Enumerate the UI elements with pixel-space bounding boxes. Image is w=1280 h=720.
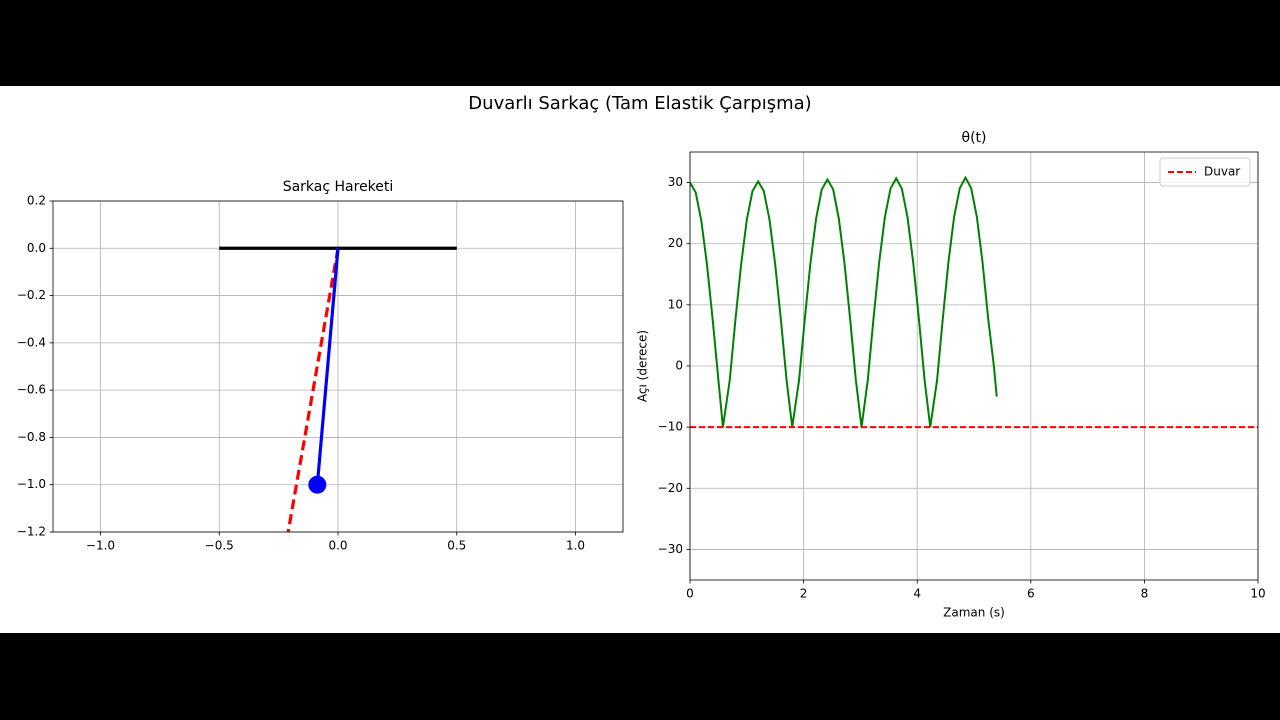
y-tick-label: 0.2 xyxy=(27,194,46,208)
x-tick-label: 4 xyxy=(913,587,921,601)
axes-frame xyxy=(52,200,624,533)
x-tick-label: −0.5 xyxy=(205,539,234,553)
y-tick-label: −30 xyxy=(658,542,683,556)
line xyxy=(286,248,340,532)
line xyxy=(690,175,998,428)
x-tick-label: 0 xyxy=(686,587,694,601)
y-axis-label: Açı (derece) xyxy=(636,330,650,402)
x-tick-label: 6 xyxy=(1027,587,1035,601)
x-axis-label: Zaman (s) xyxy=(943,606,1005,620)
legend-box xyxy=(1159,157,1251,187)
figure-title: Duvarlı Sarkaç (Tam Elastik Çarpışma) xyxy=(468,93,811,114)
marker xyxy=(308,475,327,494)
x-tick-label: 10 xyxy=(1250,587,1265,601)
y-tick-label: 0.0 xyxy=(27,241,46,255)
y-tick-label: 30 xyxy=(668,175,683,189)
y-tick-label: 20 xyxy=(668,236,683,250)
y-tick-label: −0.4 xyxy=(17,335,46,349)
y-tick-label: −1.0 xyxy=(17,477,46,491)
x-tick-label: 0.5 xyxy=(447,539,466,553)
y-tick-label: −1.2 xyxy=(17,525,46,539)
y-tick-label: 10 xyxy=(668,297,683,311)
x-tick-label: 0.0 xyxy=(328,539,347,553)
figure-background xyxy=(0,86,1280,633)
plot-area xyxy=(690,175,1258,429)
x-tick-label: −1.0 xyxy=(86,539,115,553)
y-tick-label: −0.6 xyxy=(17,383,46,397)
y-tick-label: −0.2 xyxy=(17,288,46,302)
x-tick-label: 1.0 xyxy=(566,539,585,553)
axes-frame xyxy=(689,151,1259,581)
legend-label: Duvar xyxy=(1204,165,1240,179)
x-tick-label: 8 xyxy=(1141,587,1149,601)
y-tick-label: 0 xyxy=(675,359,683,373)
plot-area xyxy=(219,246,457,532)
y-tick-label: −20 xyxy=(658,481,683,495)
line xyxy=(315,248,340,485)
y-tick-label: −10 xyxy=(658,420,683,434)
y-tick-label: −0.8 xyxy=(17,430,46,444)
chart-title: Sarkaç Hareketi xyxy=(283,179,394,195)
chart-title: θ(t) xyxy=(962,130,987,146)
x-tick-label: 2 xyxy=(800,587,808,601)
